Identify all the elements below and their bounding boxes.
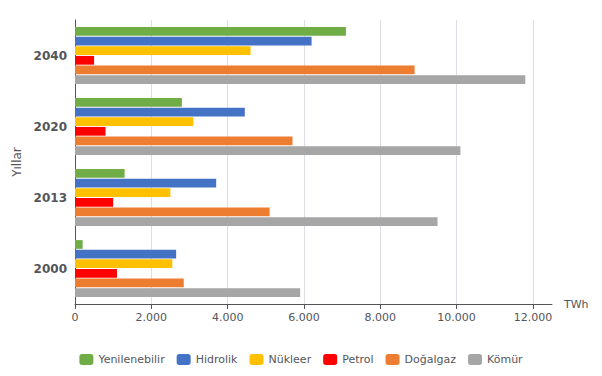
svg-text:2.000: 2.000 [136,311,168,324]
svg-text:Nükleer: Nükleer [268,353,311,366]
svg-text:Yenilenebilir: Yenilenebilir [97,353,165,366]
svg-text:12.000: 12.000 [514,311,553,324]
svg-text:0: 0 [72,311,79,324]
svg-text:Petrol: Petrol [342,353,373,366]
svg-text:8.000: 8.000 [365,311,397,324]
svg-text:Kömür: Kömür [487,353,523,366]
svg-text:2020: 2020 [34,120,67,134]
svg-text:Hidrolik: Hidrolik [196,353,238,366]
svg-text:Doğalgaz: Doğalgaz [405,353,457,366]
svg-text:TWh: TWh [563,298,589,311]
svg-text:2040: 2040 [34,49,67,63]
svg-text:6.000: 6.000 [288,311,320,324]
svg-text:10.000: 10.000 [437,311,476,324]
svg-text:Yıllar: Yıllar [10,147,24,178]
svg-text:2013: 2013 [34,191,67,205]
svg-text:4.000: 4.000 [212,311,244,324]
svg-text:2000: 2000 [34,262,67,276]
